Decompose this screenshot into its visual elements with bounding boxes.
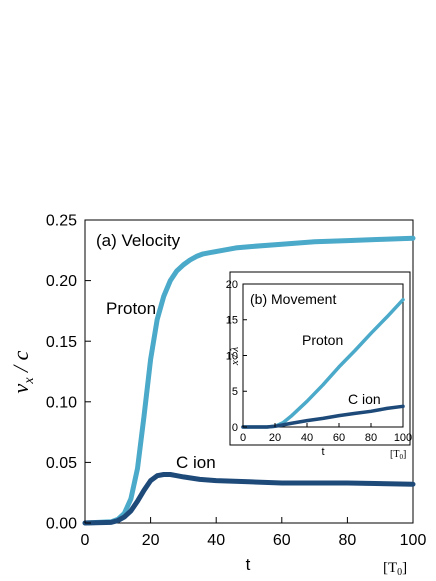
main-x-tick-label: 100 xyxy=(400,532,427,549)
inset-y-tick-label: 5 xyxy=(232,386,238,398)
inset-x-tick-label: 60 xyxy=(333,432,345,444)
inset-x-tick-label: 100 xyxy=(394,432,412,444)
inset-x-tick-label: 80 xyxy=(365,432,377,444)
main-series-label-c-ion: C ion xyxy=(176,453,216,472)
main-x-tick-label: 0 xyxy=(81,532,90,549)
inset-x-axis-title: t xyxy=(321,446,324,458)
svg-text:vx / c: vx / c xyxy=(8,350,37,393)
main-x-unit: [T0] xyxy=(383,560,407,578)
inset-y-tick-label: 0 xyxy=(232,422,238,434)
inset-y-tick-label: 15 xyxy=(226,315,238,327)
inset-x-tick-label: 40 xyxy=(301,432,313,444)
inset-x-tick-label: 0 xyxy=(240,432,246,444)
inset-y-tick-label: 20 xyxy=(226,279,238,291)
main-y-tick-label: 0.15 xyxy=(46,334,77,351)
inset-x-tick-label: 20 xyxy=(269,432,281,444)
main-series-line-proton xyxy=(82,235,416,526)
main-x-tick-label: 20 xyxy=(142,532,160,549)
main-y-axis-title: vx / c xyxy=(8,350,37,393)
inset-y-tick-label: 10 xyxy=(226,350,238,362)
inset-series-label-proton: Proton xyxy=(302,332,343,348)
main-y-axis: 0.00 0.05 0.10 0.15 0.20 0.25 xyxy=(46,213,91,533)
inset-y-axis: 0 5 10 15 20 xyxy=(226,279,247,434)
main-series-group xyxy=(82,235,416,526)
inset-series-label-c-ion: C ion xyxy=(348,391,381,407)
inset-x-unit: [T0] xyxy=(390,449,406,461)
main-x-tick-label: 60 xyxy=(273,532,291,549)
main-x-axis-title: t xyxy=(246,555,251,574)
inset-x-axis: 0 20 40 60 80 100 xyxy=(240,423,412,444)
main-x-tick-label: 40 xyxy=(207,532,225,549)
main-y-tick-label: 0.00 xyxy=(46,516,77,533)
main-y-tick-label: 0.10 xyxy=(46,394,77,411)
main-series-label-proton: Proton xyxy=(106,299,156,318)
main-y-tick-label: 0.05 xyxy=(46,455,77,472)
main-x-tick-label: 80 xyxy=(339,532,357,549)
inset-series-group xyxy=(241,297,405,429)
main-y-tick-label: 0.25 xyxy=(46,213,77,230)
main-panel-label: (a) Velocity xyxy=(96,231,181,250)
inset-series-line-c-ion xyxy=(241,404,405,429)
main-series-line-c-ion xyxy=(82,472,416,526)
main-plot-frame xyxy=(84,219,414,524)
inset-y-axis-title: x / λ xyxy=(229,347,241,366)
main-x-axis: 0 20 40 60 80 100 xyxy=(81,517,427,549)
main-y-tick-label: 0.20 xyxy=(46,273,77,290)
inset-panel-label: (b) Movement xyxy=(250,291,336,307)
